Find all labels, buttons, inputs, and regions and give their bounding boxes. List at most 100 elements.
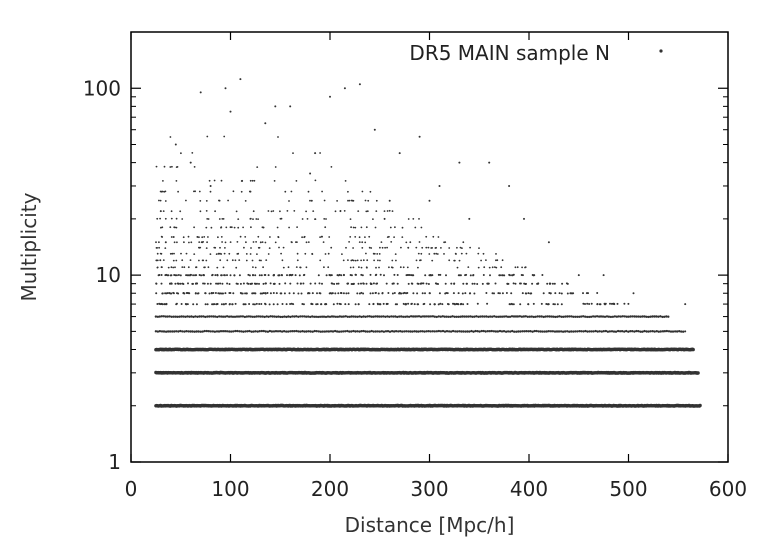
data-point xyxy=(332,303,335,306)
data-point xyxy=(257,218,259,221)
data-point xyxy=(412,274,415,277)
data-point xyxy=(378,253,381,255)
data-point xyxy=(245,241,247,244)
data-point xyxy=(507,282,510,285)
data-point xyxy=(206,303,209,306)
data-point xyxy=(385,303,388,306)
data-point xyxy=(456,246,458,249)
data-point xyxy=(358,330,361,333)
data-point xyxy=(586,330,589,333)
data-point xyxy=(347,292,350,295)
data-point xyxy=(215,253,218,256)
data-point xyxy=(356,315,359,318)
data-point xyxy=(256,282,258,285)
data-point xyxy=(404,315,407,318)
data-point xyxy=(496,259,499,262)
data-point xyxy=(293,330,296,333)
data-point xyxy=(330,246,333,249)
data-point xyxy=(295,241,297,244)
data-point xyxy=(217,236,219,239)
data-point xyxy=(321,282,323,285)
data-point xyxy=(637,315,640,318)
data-point xyxy=(471,282,474,285)
data-point xyxy=(179,274,182,277)
data-point xyxy=(484,330,487,333)
data-point xyxy=(551,330,555,333)
data-point xyxy=(195,303,198,306)
data-point xyxy=(560,292,563,295)
data-point xyxy=(172,292,175,295)
data-point xyxy=(238,274,241,277)
data-point xyxy=(255,315,258,318)
data-point xyxy=(160,226,162,229)
data-point xyxy=(327,252,330,255)
data-point xyxy=(269,315,272,318)
data-point xyxy=(439,330,443,333)
data-point xyxy=(305,330,308,333)
data-point xyxy=(271,315,274,318)
data-point xyxy=(382,302,385,305)
data-point xyxy=(312,210,315,213)
data-point xyxy=(344,180,347,182)
data-point xyxy=(448,259,451,262)
data-point xyxy=(529,330,532,333)
data-point xyxy=(264,330,267,333)
data-point xyxy=(162,180,164,182)
data-point xyxy=(197,330,200,333)
data-point xyxy=(515,330,518,333)
data-point xyxy=(173,241,176,244)
data-point xyxy=(469,246,471,249)
data-point xyxy=(309,199,311,202)
data-point xyxy=(500,330,504,333)
data-point xyxy=(192,282,194,285)
data-point xyxy=(536,315,539,318)
data-point xyxy=(214,315,217,318)
data-point xyxy=(375,199,378,202)
data-point xyxy=(364,199,367,202)
data-point xyxy=(572,292,575,295)
data-point xyxy=(205,247,208,250)
data-point xyxy=(413,330,416,333)
data-point xyxy=(350,259,353,262)
data-point xyxy=(502,330,506,333)
data-point xyxy=(264,282,267,285)
data-point xyxy=(251,315,254,318)
data-point xyxy=(347,190,349,193)
data-point xyxy=(541,330,544,333)
data-point xyxy=(400,292,403,295)
data-point xyxy=(443,330,447,333)
data-point xyxy=(391,266,394,269)
data-point xyxy=(218,315,221,318)
data-point xyxy=(295,315,298,318)
data-point xyxy=(195,274,198,277)
data-point xyxy=(554,292,557,295)
data-point xyxy=(344,303,347,306)
data-point xyxy=(437,303,440,306)
data-point xyxy=(459,315,462,318)
data-point xyxy=(574,315,577,318)
data-point xyxy=(445,274,447,277)
data-point xyxy=(400,246,402,249)
data-point xyxy=(696,371,700,375)
data-point xyxy=(386,330,390,333)
data-point xyxy=(215,330,219,333)
data-point xyxy=(444,292,447,295)
data-point xyxy=(181,259,184,262)
data-point xyxy=(160,330,164,333)
data-point xyxy=(437,315,440,318)
data-point xyxy=(352,315,355,318)
data-point xyxy=(336,200,338,202)
data-point xyxy=(522,315,526,318)
data-point xyxy=(272,330,276,333)
data-point xyxy=(272,303,275,306)
data-point xyxy=(211,273,214,276)
data-point xyxy=(253,303,256,306)
data-point xyxy=(284,190,287,193)
data-point xyxy=(182,315,185,318)
data-point xyxy=(178,315,181,318)
data-point xyxy=(329,274,332,277)
data-point xyxy=(337,292,340,295)
data-point xyxy=(354,259,357,262)
data-point xyxy=(381,292,384,294)
data-point xyxy=(301,218,304,220)
